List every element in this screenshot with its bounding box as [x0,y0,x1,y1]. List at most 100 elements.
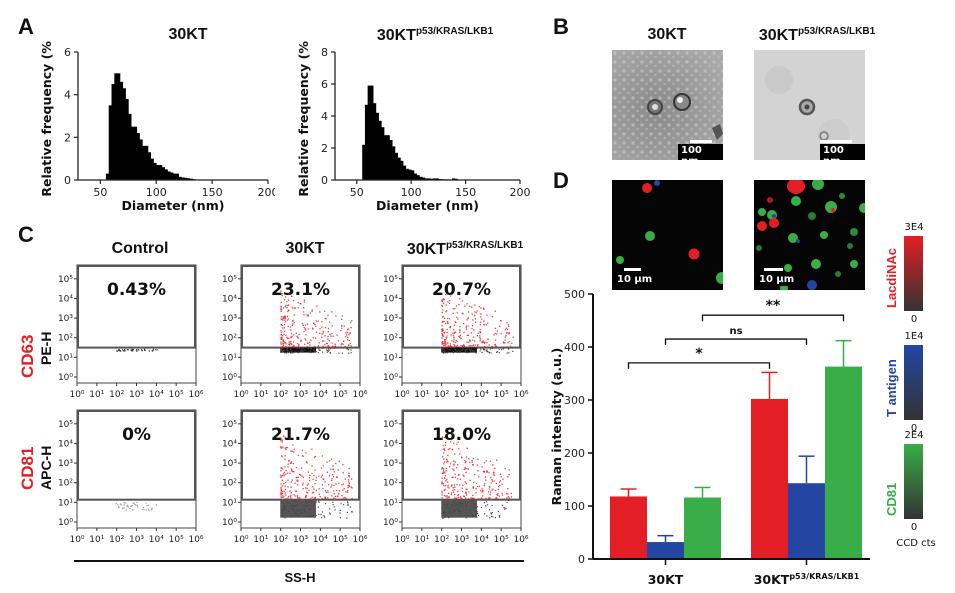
event-dot [296,348,299,350]
scale-bar-label: 10 µm [614,273,656,286]
y-tick-label: 10² [222,479,237,489]
event-dot [446,503,449,505]
event-dot [449,295,452,297]
event-dot [483,483,486,485]
event-dot [290,469,293,471]
event-dot [479,338,482,340]
event-dot [321,516,323,519]
event-dot [459,513,462,516]
event-dot [443,346,445,348]
event-dot [447,484,449,487]
event-density-band [441,499,477,518]
event-dot [447,492,450,494]
event-dot [341,327,343,329]
event-dot [449,448,451,450]
event-dot [465,492,467,494]
title-text: 30KT [758,27,798,44]
event-dot [456,483,458,486]
event-dot [441,331,443,333]
event-dot [307,342,309,344]
event-dot [442,472,444,475]
event-dot [292,319,294,322]
event-dot [442,302,445,305]
x-tick-label: 10⁰ [233,390,248,400]
y-tick-label: 10⁰ [383,373,398,383]
event-dot [347,479,350,481]
event-dot [497,494,499,497]
event-dot [326,350,328,352]
event-dot [442,334,444,336]
event-dot [504,508,506,510]
event-dot [452,489,454,491]
event-dot [505,332,508,334]
x-tick-label: 10³ [454,390,469,400]
event-dot [480,348,482,350]
event-dot [457,507,459,510]
event-dot [507,342,509,344]
event-dot [280,336,282,338]
event-dot [284,436,286,438]
event-dot [472,494,474,497]
event-dot [491,504,493,507]
event-dot [472,319,474,321]
event-dot [290,329,292,331]
event-dot [457,318,459,320]
event-dot [481,495,484,497]
bar-t-antigen [647,542,684,559]
event-dot [458,448,460,450]
event-dot [317,345,320,347]
event-dot [447,516,450,518]
event-dot [302,349,304,351]
event-dot [444,444,447,446]
event-dot [446,332,448,334]
x-tick-label-base: 30KT [648,572,684,587]
event-dot [489,460,492,462]
event-dot [470,332,473,334]
event-dot [473,497,475,499]
event-dot [318,342,320,344]
event-dot [463,475,465,477]
event-dot [326,349,328,351]
event-dot [343,504,345,506]
event-dot [456,443,458,445]
significance-label: ns [729,326,742,337]
event-dot [348,339,351,342]
event-dot [281,335,284,337]
event-dot [315,325,317,327]
event-dot [152,349,154,351]
event-dot [320,467,323,469]
y-axis-label: Raman intensity (a.u.) [549,348,564,506]
event-dot [332,503,334,506]
event-dot [347,503,349,506]
event-dot [282,495,284,497]
y-tick-label: 2 [64,131,71,144]
event-dot [327,497,329,499]
event-dot [305,339,307,341]
event-dot [332,346,335,348]
event-dot [443,320,445,323]
event-dot [324,481,326,483]
event-dot [458,510,460,512]
event-dot [312,504,315,507]
event-dot [509,345,512,348]
event-dot [324,310,326,312]
event-dot [471,461,473,463]
event-dot [455,339,457,341]
x-tick-label: 10⁶ [188,535,203,545]
y-tick-label: 10³ [222,459,237,469]
event-dot [454,348,456,350]
event-dot [496,330,498,332]
histogram-bar [178,176,182,180]
event-dot [454,341,457,344]
y-tick-label: 10² [383,334,398,344]
event-dot [464,468,466,470]
event-dot [466,341,468,343]
event-dot [465,460,467,463]
event-dot [478,485,481,488]
event-dot [494,310,496,312]
event-dot [296,513,298,515]
event-dot [346,328,349,331]
event-dot [454,345,456,347]
event-dot [351,487,353,489]
